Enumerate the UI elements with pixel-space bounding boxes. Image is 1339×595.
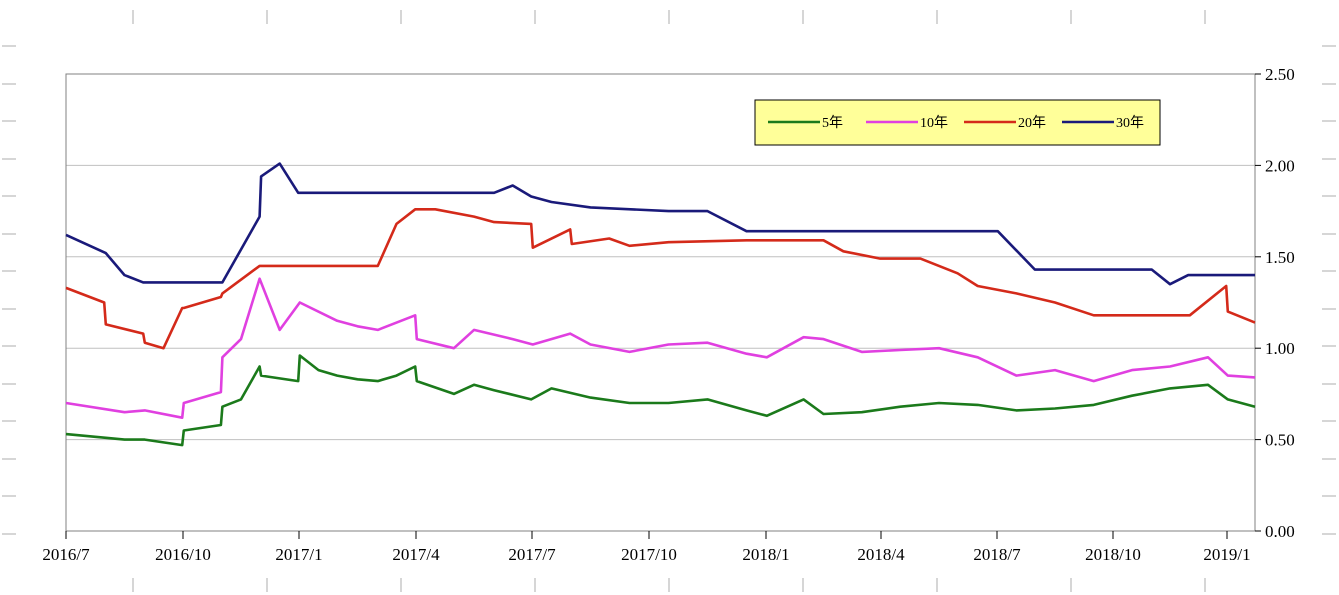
x-tick-label: 2018/7 (973, 545, 1021, 564)
x-tick-label: 2018/10 (1085, 545, 1141, 564)
x-tick-label: 2016/7 (42, 545, 90, 564)
y-tick-label: 0.00 (1265, 522, 1295, 541)
legend-label: 20年 (1018, 115, 1046, 131)
series-line-2 (65, 277, 1256, 419)
legend: 5年 10年 20年 30年 (754, 99, 1161, 146)
y-tick-label: 2.50 (1265, 65, 1295, 84)
x-tick-label: 2017/7 (508, 545, 556, 564)
x-tick-label: 2016/10 (155, 545, 211, 564)
frame-ticks (2, 10, 1336, 592)
y-tick-label: 2.00 (1265, 156, 1295, 175)
x-tick-label: 2018/1 (742, 545, 789, 564)
x-axis: 2016/7 2016/10 2017/1 2017/4 2017/7 2017/10 20… (42, 531, 1251, 564)
series-layer (65, 162, 1256, 447)
y-tick-label: 1.00 (1265, 339, 1295, 358)
y-axis: 0.00 0.50 1.00 1.50 2.00 2.50 (1255, 65, 1295, 541)
legend-label: 10年 (920, 115, 948, 131)
x-tick-label: 2017/4 (392, 545, 440, 564)
x-tick-label: 2017/1 (275, 545, 322, 564)
series-line-1 (65, 354, 1256, 447)
series-line-3 (65, 208, 1256, 350)
x-tick-label: 2017/10 (621, 545, 677, 564)
x-tick-label: 2019/1 (1203, 545, 1250, 564)
y-tick-label: 1.50 (1265, 248, 1295, 267)
plot-area (65, 73, 1256, 532)
legend-label: 30年 (1116, 115, 1144, 131)
y-tick-label: 0.50 (1265, 431, 1295, 450)
gridlines (66, 164, 1255, 441)
legend-label: 5年 (822, 115, 843, 131)
series-line-4 (65, 162, 1255, 286)
x-tick-label: 2018/4 (857, 545, 905, 564)
